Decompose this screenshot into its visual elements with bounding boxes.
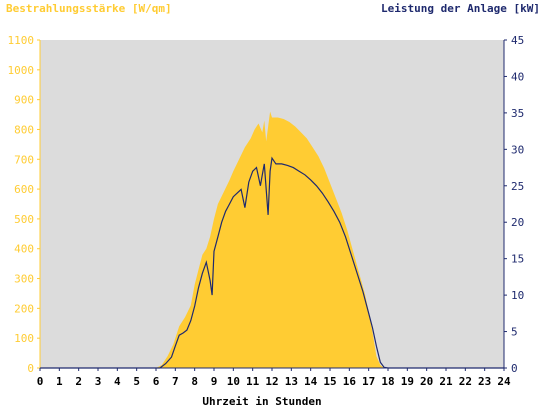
x-tick-label: 23 <box>478 375 491 388</box>
x-tick-label: 19 <box>401 375 414 388</box>
left-tick-label: 800 <box>14 123 34 136</box>
right-tick-label: 35 <box>511 107 524 120</box>
irradiance-area <box>40 111 504 368</box>
left-tick-label: 200 <box>14 302 34 315</box>
left-tick-label: 600 <box>14 183 34 196</box>
x-tick-label: 22 <box>459 375 472 388</box>
x-tick-label: 5 <box>133 375 140 388</box>
x-tick-label: 10 <box>227 375 240 388</box>
x-tick-label: 20 <box>420 375 433 388</box>
left-tick-label: 400 <box>14 243 34 256</box>
right-tick-label: 0 <box>511 362 518 375</box>
x-axis-title: Uhrzeit in Stunden <box>202 395 321 408</box>
series-layer <box>40 111 504 369</box>
right-axis-title: Leistung der Anlage [kW] <box>381 2 540 15</box>
x-tick-label: 3 <box>95 375 102 388</box>
x-tick-label: 17 <box>362 375 375 388</box>
x-tick-label: 4 <box>114 375 121 388</box>
x-tick-label: 11 <box>246 375 260 388</box>
x-tick-label: 24 <box>497 375 511 388</box>
x-tick-label: 12 <box>265 375 278 388</box>
x-tick-label: 18 <box>381 375 394 388</box>
power-line <box>40 156 504 369</box>
left-tick-label: 500 <box>14 213 34 226</box>
x-tick-label: 21 <box>439 375 453 388</box>
left-tick-label: 0 <box>27 362 34 375</box>
right-tick-label: 15 <box>511 253 524 266</box>
left-axis-title: Bestrahlungsstärke [W/qm] <box>6 2 172 15</box>
left-tick-label: 1100 <box>8 34 35 47</box>
x-tick-label: 1 <box>56 375 63 388</box>
x-tick-label: 0 <box>37 375 44 388</box>
right-tick-label: 40 <box>511 70 524 83</box>
left-tick-label: 700 <box>14 153 34 166</box>
right-tick-label: 30 <box>511 143 524 156</box>
x-tick-label: 14 <box>304 375 318 388</box>
x-tick-label: 13 <box>285 375 298 388</box>
right-tick-label: 5 <box>511 326 518 339</box>
left-tick-label: 1000 <box>8 64 35 77</box>
x-tick-label: 2 <box>75 375 82 388</box>
right-tick-label: 20 <box>511 216 524 229</box>
x-tick-label: 8 <box>191 375 198 388</box>
right-tick-label: 25 <box>511 180 524 193</box>
left-tick-label: 100 <box>14 332 34 345</box>
x-tick-label: 7 <box>172 375 179 388</box>
right-tick-label: 10 <box>511 289 524 302</box>
x-tick-label: 9 <box>211 375 218 388</box>
left-tick-label: 900 <box>14 94 34 107</box>
x-tick-label: 16 <box>343 375 357 388</box>
x-tick-label: 15 <box>323 375 336 388</box>
right-tick-label: 45 <box>511 34 524 47</box>
x-tick-label: 6 <box>153 375 160 388</box>
left-tick-label: 300 <box>14 273 34 286</box>
axes-layer: 0100200300400500600700800900100011000510… <box>8 34 525 388</box>
